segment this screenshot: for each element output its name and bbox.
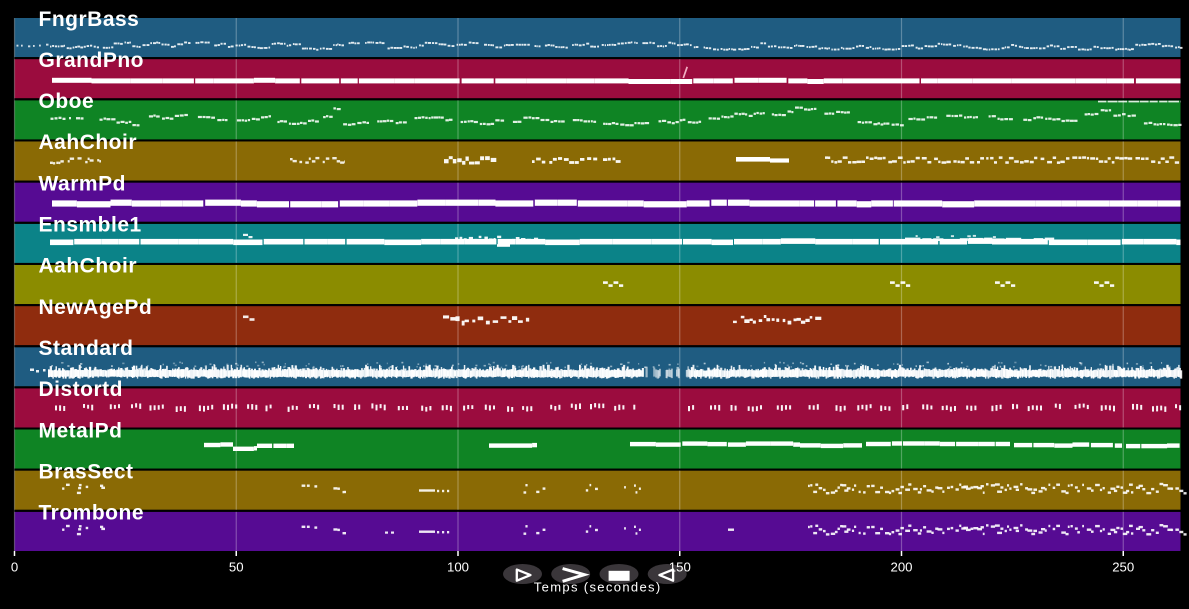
svg-text:BrasSect: BrasSect	[39, 460, 134, 483]
svg-text:Temps (secondes): Temps (secondes)	[534, 579, 662, 594]
svg-text:FngrBass: FngrBass	[39, 8, 140, 31]
svg-text:100: 100	[447, 559, 469, 574]
svg-text:Standard: Standard	[39, 337, 134, 360]
svg-text:NewAgePd: NewAgePd	[39, 296, 153, 319]
svg-text:200: 200	[890, 559, 912, 574]
svg-text:AahChoir: AahChoir	[39, 255, 138, 278]
svg-text:Ensmble1: Ensmble1	[39, 214, 142, 237]
svg-text:150: 150	[669, 559, 691, 574]
svg-text:WarmPd: WarmPd	[39, 172, 126, 195]
svg-text:MetalPd: MetalPd	[39, 419, 123, 442]
svg-text:Trombone: Trombone	[39, 502, 145, 525]
svg-text:50: 50	[229, 559, 244, 574]
svg-text:Oboe: Oboe	[39, 90, 95, 113]
svg-text:Distortd: Distortd	[39, 378, 124, 401]
svg-text:250: 250	[1112, 559, 1134, 574]
svg-text:AahChoir: AahChoir	[39, 131, 138, 154]
svg-text:0: 0	[11, 559, 18, 574]
svg-text:GrandPno: GrandPno	[39, 49, 145, 72]
